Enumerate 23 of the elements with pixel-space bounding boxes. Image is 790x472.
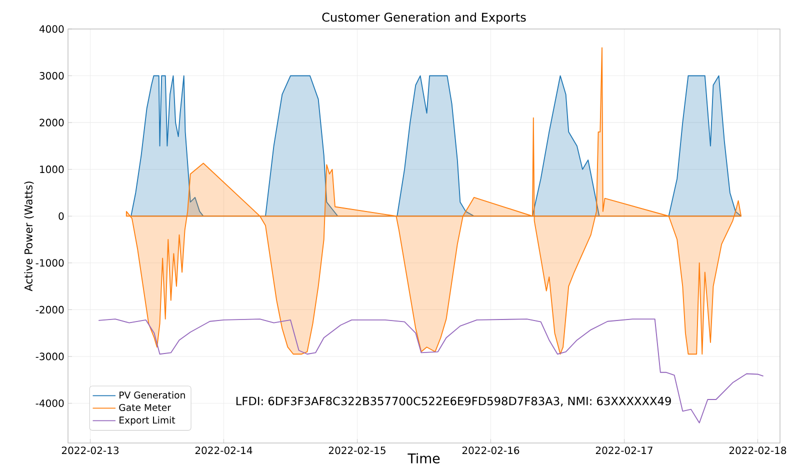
x-tick-label: 2022-02-16: [462, 446, 520, 454]
legend-label: Gate Meter: [119, 404, 171, 412]
x-axis-title: Time: [408, 453, 440, 464]
chart-title: Customer Generation and Exports: [322, 12, 526, 24]
x-tick-label: 2022-02-13: [62, 446, 118, 454]
legend-label: Export Limit: [120, 416, 176, 426]
y-tick-label: -1000: [36, 259, 64, 267]
y-tick-label: 3000: [40, 72, 64, 80]
y-axis-title: Active Power (Watts): [24, 182, 34, 292]
x-tick-label: 2022-02-14: [195, 446, 252, 454]
y-tick-label: 2000: [40, 118, 64, 126]
y-tick-label: -4000: [36, 399, 64, 408]
y-tick-label: 4000: [39, 25, 64, 33]
x-tick-label: 2022-02-15: [328, 446, 386, 454]
y-tick-label: -2000: [36, 306, 64, 314]
annotation: LFDI: 6DF3F3AF8C322B357700C522E6E9FD598D7F83A3, NMI: 63XXXXXX49: [236, 396, 671, 406]
y-tick-label: 1000: [40, 166, 64, 174]
x-tick-label: 2022-02-18: [729, 446, 786, 454]
legend-label: PV Generation: [120, 391, 185, 399]
y-tick-label: -3000: [36, 352, 64, 360]
x-tick-label: 2022-02-17: [596, 446, 652, 454]
line-series: [98, 318, 764, 424]
y-tick-label: 0: [58, 212, 64, 220]
